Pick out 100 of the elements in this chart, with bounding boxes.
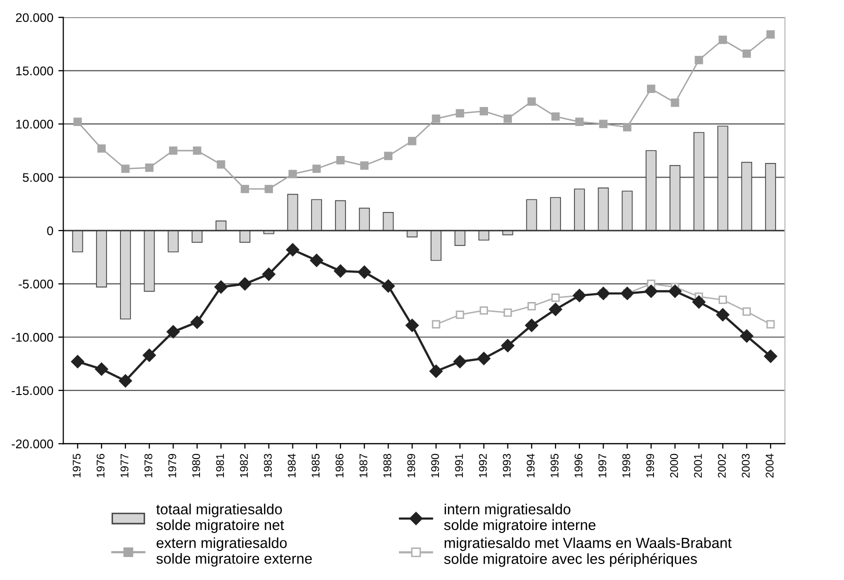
point	[623, 123, 632, 132]
point	[192, 146, 202, 155]
point	[504, 308, 512, 317]
point	[382, 279, 395, 293]
point	[432, 320, 440, 329]
point	[262, 268, 276, 281]
bar	[406, 230, 418, 238]
point	[644, 284, 658, 298]
point	[334, 264, 348, 278]
bar	[192, 230, 203, 243]
point	[596, 286, 610, 300]
point	[406, 318, 419, 332]
point	[646, 84, 656, 93]
bar	[216, 220, 226, 231]
point	[692, 295, 706, 309]
point	[310, 254, 324, 267]
point	[670, 98, 680, 107]
x-tick-label: 2003	[742, 454, 750, 478]
x-tick-label: 1985	[312, 454, 320, 478]
bar	[622, 190, 633, 231]
x-tick-label: 1979	[168, 454, 176, 478]
x-tick-label: 1982	[240, 454, 248, 478]
point	[166, 325, 180, 338]
point	[742, 49, 751, 58]
point	[716, 308, 730, 322]
point	[764, 350, 778, 363]
y-tick-label: 0	[47, 226, 54, 236]
x-tick-label: 1978	[144, 454, 152, 478]
x-tick-label: 2001	[694, 454, 702, 478]
point	[118, 374, 132, 388]
legend-label: extern migratiesaldo solde migratoire externe	[156, 537, 312, 567]
point	[145, 164, 154, 172]
x-tick-label: 1989	[407, 454, 416, 478]
x-tick-label: 1976	[96, 454, 105, 478]
point	[121, 164, 130, 173]
bar	[526, 199, 538, 231]
point	[288, 170, 297, 178]
x-tick-label: 1991	[455, 454, 463, 478]
point	[527, 97, 536, 106]
point	[740, 329, 754, 343]
bar	[120, 230, 131, 320]
point	[501, 339, 514, 352]
x-tick-label: 1980	[192, 454, 200, 478]
point	[432, 114, 440, 123]
x-tick-label: 1975	[72, 454, 81, 478]
legend-label: migratiesaldo met Vlaams en Waals-Brabant solde migratoire avec les périphériques	[444, 537, 732, 567]
bar	[239, 230, 250, 243]
bar	[478, 230, 490, 241]
point	[286, 243, 300, 256]
point	[456, 109, 464, 118]
point	[264, 184, 273, 194]
bar	[646, 150, 657, 231]
point	[429, 364, 443, 378]
x-tick-label: 1987	[359, 454, 368, 478]
point	[142, 348, 156, 362]
bar	[311, 199, 322, 231]
x-tick-label: 1977	[120, 454, 128, 478]
bar	[670, 165, 680, 231]
bar	[382, 212, 394, 231]
point	[360, 161, 369, 170]
point	[477, 352, 490, 366]
point	[216, 160, 226, 169]
x-tick-label: 1997	[598, 454, 606, 478]
y-tick-label: -5.000	[18, 280, 54, 288]
point	[358, 266, 371, 279]
point	[240, 184, 250, 194]
x-tick-label: 2004	[766, 454, 774, 478]
x-tick-label: 2002	[718, 454, 726, 478]
y-tick-label: 5.000	[22, 173, 54, 182]
point	[718, 296, 727, 304]
bar	[741, 162, 752, 231]
x-tick-label: 1998	[622, 454, 630, 478]
point	[336, 156, 345, 164]
point	[766, 320, 775, 329]
point	[312, 164, 321, 173]
x-tick-label: 1999	[646, 454, 654, 478]
bar	[574, 188, 585, 231]
point	[551, 112, 560, 121]
point	[480, 107, 488, 116]
x-tick-label: 1990	[431, 454, 440, 478]
point	[525, 318, 538, 332]
bar	[287, 194, 298, 231]
y-tick-label: -20.000	[12, 440, 54, 448]
point	[548, 302, 562, 316]
point	[572, 288, 586, 302]
point	[480, 306, 488, 315]
point	[238, 277, 252, 290]
x-tick-label: 1992	[478, 454, 487, 478]
point	[190, 316, 204, 329]
bar	[96, 230, 107, 288]
bar	[693, 132, 704, 231]
x-tick-label: 1986	[336, 454, 344, 478]
bar	[72, 230, 84, 252]
bar	[765, 162, 776, 231]
point	[71, 355, 84, 368]
point	[527, 302, 536, 310]
x-tick-label: 1984	[288, 454, 296, 478]
point	[599, 120, 608, 128]
bar	[358, 208, 370, 231]
point	[694, 56, 704, 64]
